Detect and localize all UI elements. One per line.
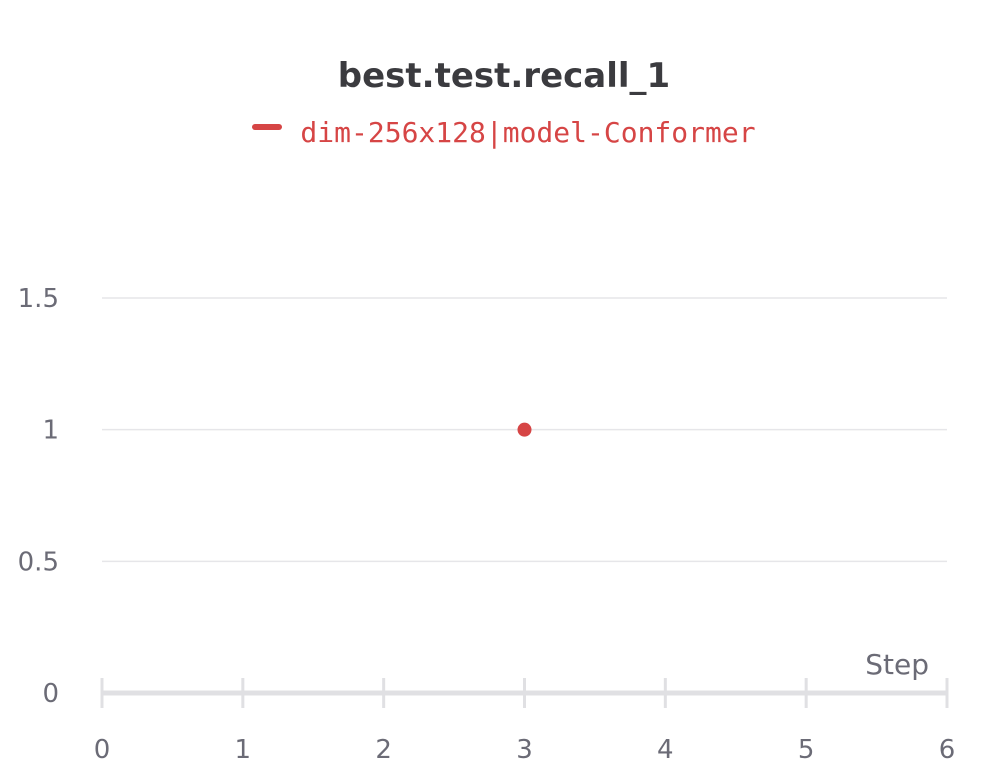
y-tick-label: 1.5 (18, 284, 59, 314)
legend-swatch (252, 124, 283, 130)
y-tick-label: 0.5 (18, 547, 59, 577)
data-point (517, 422, 532, 437)
y-tick-label: 1 (42, 416, 59, 446)
legend[interactable]: dim-256x128|model-Conformer (0, 116, 1008, 149)
x-tick-label: 5 (798, 735, 815, 765)
x-tick-label: 6 (939, 735, 956, 765)
x-tick-label: 4 (657, 735, 674, 765)
legend-label: dim-256x128|model-Conformer (300, 116, 756, 149)
x-tick-label: 1 (235, 735, 252, 765)
x-tick-label: 3 (516, 735, 533, 765)
chart-title: best.test.recall_1 (337, 56, 671, 96)
x-tick-label: 0 (94, 735, 111, 765)
x-axis-title: Step (865, 648, 929, 681)
y-tick-label: 0 (42, 679, 59, 709)
x-tick-label: 2 (375, 735, 392, 765)
